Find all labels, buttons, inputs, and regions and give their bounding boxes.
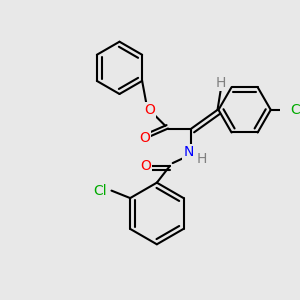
- Text: O: O: [139, 131, 150, 145]
- Text: O: O: [140, 159, 151, 173]
- Text: O: O: [144, 103, 155, 117]
- Text: N: N: [183, 145, 194, 159]
- Text: H: H: [216, 76, 226, 90]
- Text: Cl: Cl: [290, 103, 300, 117]
- Text: H: H: [196, 152, 207, 166]
- Text: Cl: Cl: [94, 184, 107, 198]
